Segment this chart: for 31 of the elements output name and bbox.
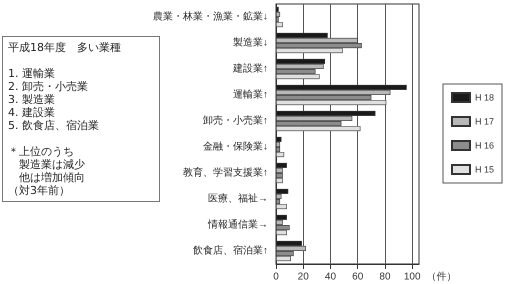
text: 3. 製造業 [8,93,56,106]
x-tick-label: 80 [379,272,391,282]
x-tick-label: 100 [404,272,421,282]
text: 1. 運輸業 [8,67,56,80]
text: 4. 建設業 [8,106,56,119]
y-tick-label: 運輸業↑ [233,88,268,100]
text: 平成18年度 多い業種 [8,41,122,54]
text: （対3年前） [8,184,71,197]
text: 他は増加傾向 [18,171,86,184]
x-tick-label: 40 [324,272,336,282]
x-tick-label: 60 [352,272,364,282]
y-tick-label: 金融・保険業↓ [203,140,268,152]
legend-label: H 18 [474,92,494,102]
y-tick-label: 製造業↓ [233,36,268,48]
y-tick-label: 農業・林業・漁業・鉱業↓ [153,10,268,22]
text: 2. 卸売・小売業 [8,80,89,93]
y-tick-label: 飲食店、宿泊業↑ [193,244,268,256]
legend-label: H 15 [474,164,494,174]
y-tick-label: 建設業↑ [232,62,268,74]
x-tick-label: 0 [273,272,280,282]
y-tick-label: 教育、学習支援業↑ [183,166,268,178]
y-tick-label: 情報通信業→ [207,218,268,230]
legend-label: H 17 [474,116,494,126]
y-tick-label: 医療、福祉→ [208,192,268,204]
x-tick-label: 20 [298,272,310,282]
legend-label: H 16 [474,140,494,150]
text: 製造業は減少 [18,158,86,171]
text: 5. 飲食店、宿泊業 [8,119,100,132]
y-tick-label: 卸売・小売業↑ [203,114,268,126]
text: ＊上位のうち [8,145,75,158]
x-axis-title: （件） [426,272,456,282]
